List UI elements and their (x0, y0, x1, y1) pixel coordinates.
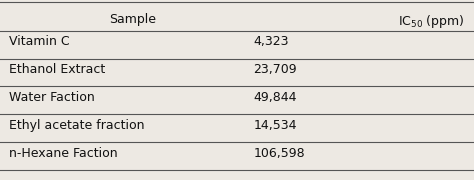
Text: Sample: Sample (109, 13, 156, 26)
Text: Ethanol Extract: Ethanol Extract (9, 63, 106, 76)
Text: n-Hexane Faction: n-Hexane Faction (9, 147, 118, 160)
Text: 106,598: 106,598 (254, 147, 305, 160)
Text: Vitamin C: Vitamin C (9, 35, 70, 48)
Text: 49,844: 49,844 (254, 91, 297, 104)
Text: Ethyl acetate fraction: Ethyl acetate fraction (9, 119, 145, 132)
Text: 4,323: 4,323 (254, 35, 289, 48)
Text: Water Faction: Water Faction (9, 91, 95, 104)
Text: 14,534: 14,534 (254, 119, 297, 132)
Text: 23,709: 23,709 (254, 63, 297, 76)
Text: IC$_{50}$ (ppm): IC$_{50}$ (ppm) (398, 13, 465, 30)
